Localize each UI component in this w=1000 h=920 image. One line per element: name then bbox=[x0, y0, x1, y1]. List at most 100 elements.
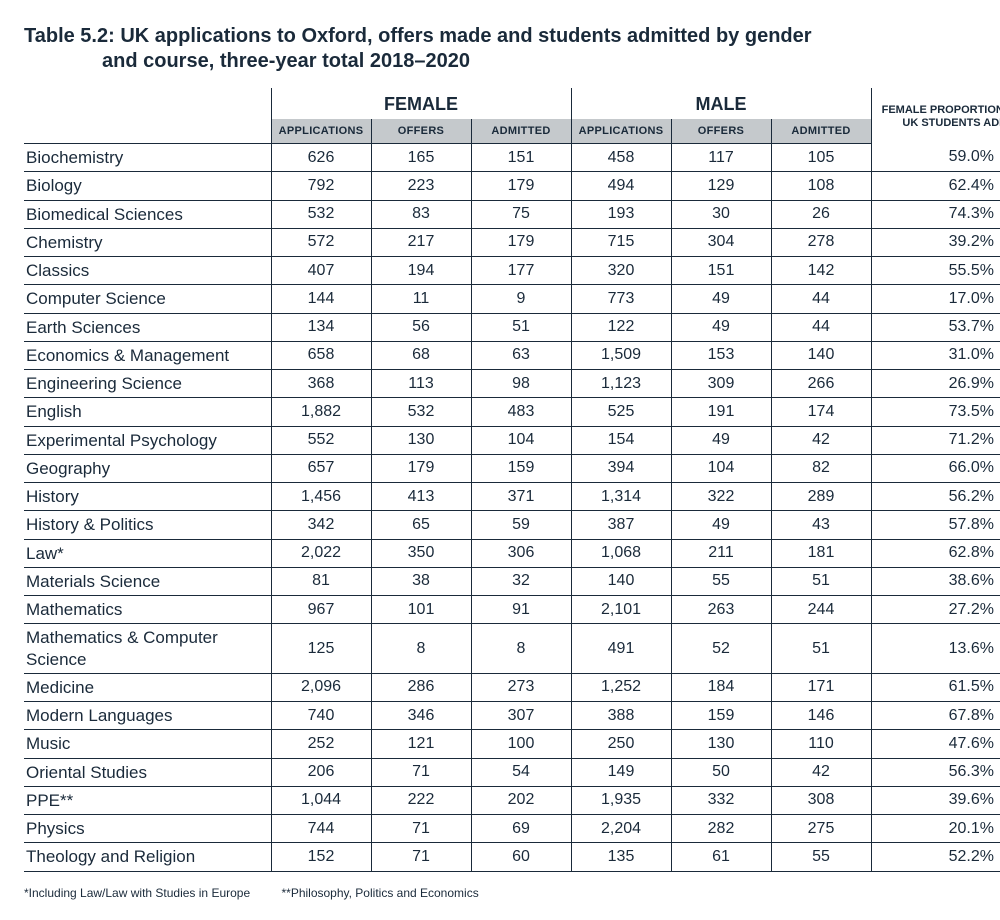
cell-f-offers: 179 bbox=[371, 454, 471, 482]
cell-m-admitted: 42 bbox=[771, 758, 871, 786]
cell-f-offers: 223 bbox=[371, 172, 471, 200]
cell-m-admitted: 140 bbox=[771, 341, 871, 369]
cell-m-admitted: 308 bbox=[771, 786, 871, 814]
table-title: Table 5.2: UK applications to Oxford, of… bbox=[24, 24, 976, 74]
cell-proportion: 17.0% bbox=[871, 285, 1000, 313]
cell-f-applications: 1,044 bbox=[271, 786, 371, 814]
cell-f-applications: 572 bbox=[271, 228, 371, 256]
cell-f-admitted: 273 bbox=[471, 673, 571, 701]
header-f-applications: APPLICATIONS bbox=[271, 119, 371, 144]
header-blank bbox=[24, 88, 271, 119]
cell-m-applications: 250 bbox=[571, 730, 671, 758]
cell-proportion: 27.2% bbox=[871, 596, 1000, 624]
cell-f-admitted: 104 bbox=[471, 426, 571, 454]
cell-course: Biochemistry bbox=[24, 144, 271, 172]
cell-course: Geography bbox=[24, 454, 271, 482]
header-m-offers: OFFERS bbox=[671, 119, 771, 144]
cell-f-admitted: 51 bbox=[471, 313, 571, 341]
cell-f-offers: 65 bbox=[371, 511, 471, 539]
cell-f-admitted: 98 bbox=[471, 370, 571, 398]
cell-f-applications: 967 bbox=[271, 596, 371, 624]
cell-m-admitted: 44 bbox=[771, 285, 871, 313]
cell-m-applications: 1,123 bbox=[571, 370, 671, 398]
cell-m-admitted: 266 bbox=[771, 370, 871, 398]
cell-f-admitted: 177 bbox=[471, 257, 571, 285]
cell-m-applications: 491 bbox=[571, 624, 671, 674]
cell-course: Medicine bbox=[24, 673, 271, 701]
cell-proportion: 62.4% bbox=[871, 172, 1000, 200]
cell-f-admitted: 63 bbox=[471, 341, 571, 369]
table-row: Classics40719417732015114255.5% bbox=[24, 257, 1000, 285]
cell-m-applications: 135 bbox=[571, 843, 671, 871]
footnotes: *Including Law/Law with Studies in Europ… bbox=[24, 886, 976, 900]
cell-m-applications: 2,204 bbox=[571, 815, 671, 843]
cell-f-admitted: 179 bbox=[471, 172, 571, 200]
cell-proportion: 61.5% bbox=[871, 673, 1000, 701]
cell-f-offers: 286 bbox=[371, 673, 471, 701]
cell-m-applications: 1,252 bbox=[571, 673, 671, 701]
cell-m-admitted: 51 bbox=[771, 567, 871, 595]
cell-f-admitted: 60 bbox=[471, 843, 571, 871]
cell-f-admitted: 32 bbox=[471, 567, 571, 595]
table-row: Law*2,0223503061,06821118162.8% bbox=[24, 539, 1000, 567]
footnote-a: *Including Law/Law with Studies in Europ… bbox=[24, 886, 250, 900]
cell-m-offers: 104 bbox=[671, 454, 771, 482]
cell-course: Oriental Studies bbox=[24, 758, 271, 786]
cell-m-offers: 50 bbox=[671, 758, 771, 786]
cell-f-applications: 81 bbox=[271, 567, 371, 595]
table-row: Physics74471692,20428227520.1% bbox=[24, 815, 1000, 843]
cell-m-applications: 525 bbox=[571, 398, 671, 426]
cell-course: English bbox=[24, 398, 271, 426]
cell-f-offers: 71 bbox=[371, 758, 471, 786]
cell-course: History & Politics bbox=[24, 511, 271, 539]
cell-course: Music bbox=[24, 730, 271, 758]
cell-m-offers: 263 bbox=[671, 596, 771, 624]
cell-course: Physics bbox=[24, 815, 271, 843]
cell-proportion: 57.8% bbox=[871, 511, 1000, 539]
cell-m-admitted: 55 bbox=[771, 843, 871, 871]
cell-m-applications: 1,314 bbox=[571, 483, 671, 511]
cell-proportion: 13.6% bbox=[871, 624, 1000, 674]
cell-f-applications: 152 bbox=[271, 843, 371, 871]
cell-m-applications: 122 bbox=[571, 313, 671, 341]
cell-f-offers: 101 bbox=[371, 596, 471, 624]
cell-f-offers: 222 bbox=[371, 786, 471, 814]
cell-m-applications: 193 bbox=[571, 200, 671, 228]
cell-m-applications: 1,935 bbox=[571, 786, 671, 814]
cell-m-admitted: 142 bbox=[771, 257, 871, 285]
cell-f-applications: 407 bbox=[271, 257, 371, 285]
cell-f-admitted: 100 bbox=[471, 730, 571, 758]
cell-f-applications: 125 bbox=[271, 624, 371, 674]
cell-f-admitted: 159 bbox=[471, 454, 571, 482]
cell-f-admitted: 91 bbox=[471, 596, 571, 624]
table-row: Biochemistry62616515145811710559.0% bbox=[24, 144, 1000, 172]
cell-f-applications: 532 bbox=[271, 200, 371, 228]
cell-m-offers: 309 bbox=[671, 370, 771, 398]
cell-m-applications: 715 bbox=[571, 228, 671, 256]
cell-m-applications: 154 bbox=[571, 426, 671, 454]
cell-m-offers: 55 bbox=[671, 567, 771, 595]
cell-m-admitted: 43 bbox=[771, 511, 871, 539]
cell-f-admitted: 307 bbox=[471, 702, 571, 730]
cell-m-offers: 49 bbox=[671, 426, 771, 454]
cell-proportion: 20.1% bbox=[871, 815, 1000, 843]
cell-course: Mathematics & Computer Science bbox=[24, 624, 271, 674]
cell-m-offers: 117 bbox=[671, 144, 771, 172]
header-male: MALE bbox=[571, 88, 871, 119]
cell-m-applications: 458 bbox=[571, 144, 671, 172]
table-row: Economics & Management65868631,509153140… bbox=[24, 341, 1000, 369]
title-line-1: Table 5.2: UK applications to Oxford, of… bbox=[24, 25, 812, 47]
cell-proportion: 31.0% bbox=[871, 341, 1000, 369]
cell-proportion: 26.9% bbox=[871, 370, 1000, 398]
cell-f-applications: 792 bbox=[271, 172, 371, 200]
footnote-b: **Philosophy, Politics and Economics bbox=[281, 886, 478, 900]
cell-f-offers: 71 bbox=[371, 843, 471, 871]
cell-m-admitted: 171 bbox=[771, 673, 871, 701]
header-f-offers: OFFERS bbox=[371, 119, 471, 144]
cell-m-offers: 184 bbox=[671, 673, 771, 701]
cell-f-applications: 658 bbox=[271, 341, 371, 369]
table-row: Mathematics & Computer Science1258849152… bbox=[24, 624, 1000, 674]
cell-course: Computer Science bbox=[24, 285, 271, 313]
cell-proportion: 52.2% bbox=[871, 843, 1000, 871]
header-course-blank bbox=[24, 119, 271, 144]
